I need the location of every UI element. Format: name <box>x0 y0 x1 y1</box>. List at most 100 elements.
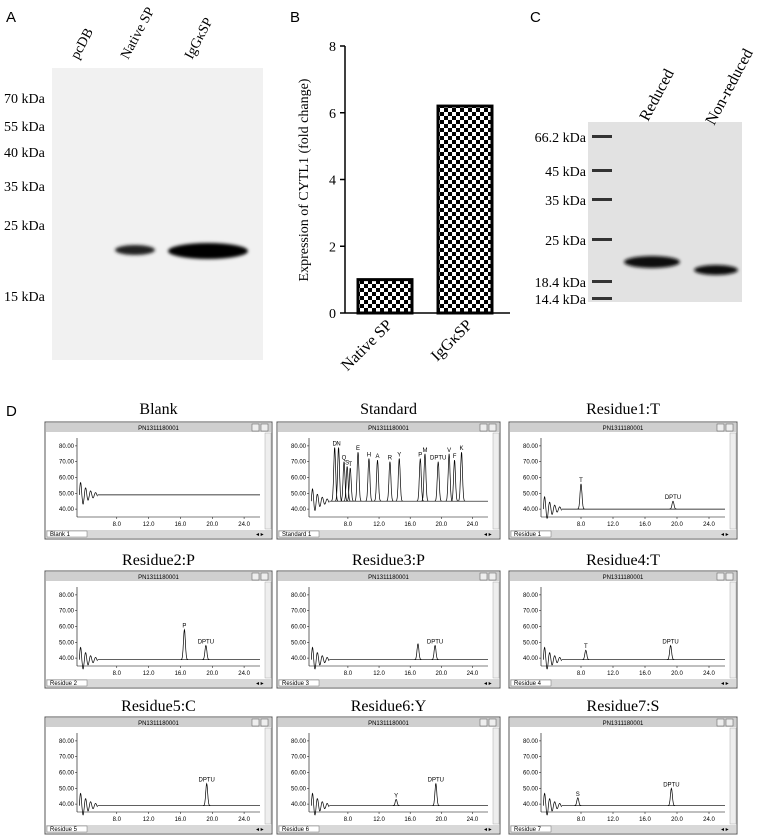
x-tick-label: 12.0 <box>607 817 619 823</box>
panel-letter: C <box>530 9 541 26</box>
peak-label: DPTU <box>427 639 443 645</box>
footer-label: Residue 5 <box>50 827 78 833</box>
y-tick-label: 70.00 <box>291 460 307 466</box>
y-tick-label: 60.00 <box>59 625 75 631</box>
x-tick-label: 12.0 <box>373 817 385 823</box>
peak <box>669 500 677 510</box>
peak <box>421 453 429 502</box>
peak <box>365 458 373 502</box>
scrollbar <box>492 581 500 679</box>
lane-label: Non-reduced <box>703 46 757 128</box>
y-tick-label: 80.00 <box>523 739 539 745</box>
window-button <box>488 572 497 581</box>
footer-tab <box>278 825 320 833</box>
y-tick-label: 80.00 <box>59 593 75 599</box>
window <box>44 421 273 540</box>
solvent-front <box>79 792 98 816</box>
x-tick-label: 12.0 <box>607 671 619 677</box>
x-tick-label: 16.0 <box>639 817 651 823</box>
peak <box>577 483 585 510</box>
marker-label: 25 kDa <box>4 219 46 234</box>
x-tick-label: 8.0 <box>344 671 353 677</box>
footer-label: Standard 1 <box>282 532 312 538</box>
footer-bar <box>510 825 736 833</box>
scrollbar <box>729 432 737 530</box>
solvent-front <box>543 646 562 670</box>
lane-label: IgGκSP <box>182 15 216 61</box>
y-tick-label: 70.00 <box>59 609 75 615</box>
solvent-front <box>543 495 562 519</box>
peak <box>457 452 466 502</box>
peak-label: DPTU <box>662 639 678 645</box>
peak-label: DPTU <box>430 456 446 462</box>
peak <box>432 782 440 807</box>
marker-label: 25 kDa <box>545 234 587 249</box>
sds-gel <box>588 122 742 302</box>
window <box>276 570 501 689</box>
solvent-front <box>310 792 330 816</box>
x-tick-label: 16.0 <box>639 671 651 677</box>
peak-label: Y <box>394 793 398 799</box>
window-button <box>479 718 488 727</box>
x-tick-label: IgGκSP <box>428 317 476 365</box>
x-tick-label: 20.0 <box>206 817 218 823</box>
ladder-band <box>592 135 612 138</box>
peak <box>431 644 439 661</box>
lane-label: pcDB <box>68 26 97 62</box>
window-button <box>479 572 488 581</box>
marker-label: 35 kDa <box>4 180 46 195</box>
marker-label: 45 kDa <box>545 165 587 180</box>
peak <box>414 643 422 661</box>
y-tick-label: 40.00 <box>291 802 307 808</box>
peak <box>450 460 459 502</box>
x-tick-label: 16.0 <box>175 522 187 528</box>
window-title: PN1311180001 <box>368 426 409 432</box>
x-tick-label: 16.0 <box>639 522 651 528</box>
y-tick-label: 4 <box>329 174 336 189</box>
window-button <box>725 572 734 581</box>
window-button <box>725 423 734 432</box>
x-tick-label: 16.0 <box>404 817 416 823</box>
scrollbar <box>492 727 500 825</box>
y-tick-label: 60.00 <box>291 476 307 482</box>
y-tick-label: 70.00 <box>523 609 539 615</box>
peak-label: DPTU <box>199 778 215 784</box>
peak-label: D <box>333 441 338 447</box>
peak-label: Q <box>342 456 347 462</box>
footer-tab <box>510 825 552 833</box>
blot-band <box>115 245 155 255</box>
y-tick-label: 40.00 <box>59 802 75 808</box>
peak-label: T <box>584 644 588 650</box>
footer-label: Residue 4 <box>514 681 542 687</box>
solvent-front <box>79 646 98 670</box>
scroll-arrows: ◂ ▸ <box>256 532 264 538</box>
footer-bar <box>278 530 499 538</box>
title-bar <box>46 718 271 727</box>
y-tick-label: 80.00 <box>59 739 75 745</box>
y-tick-label: 50.00 <box>291 786 307 792</box>
x-tick-label: 16.0 <box>175 671 187 677</box>
solvent-front <box>543 792 562 816</box>
x-tick-label: 12.0 <box>143 522 155 528</box>
ladder-band <box>592 280 612 283</box>
blot-band <box>168 243 248 259</box>
window <box>276 716 501 835</box>
y-tick-label: 50.00 <box>523 786 539 792</box>
x-tick-label: 20.0 <box>671 522 683 528</box>
x-tick-label: 8.0 <box>113 522 122 528</box>
peak-label: A <box>375 454 379 460</box>
x-tick-label: 24.0 <box>703 671 715 677</box>
marker-label: 15 kDa <box>4 290 46 305</box>
x-tick-label: 24.0 <box>467 671 479 677</box>
title-bar <box>278 423 499 432</box>
footer-label: Residue 6 <box>282 827 310 833</box>
y-tick-label: 50.00 <box>523 491 539 497</box>
y-tick-label: 60.00 <box>523 476 539 482</box>
footer-bar <box>46 530 271 538</box>
window-title: PN1311180001 <box>603 575 644 581</box>
y-tick-label: 8 <box>329 40 336 55</box>
peak-label: E <box>356 446 360 452</box>
footer-label: Blank 1 <box>50 532 71 538</box>
y-tick-label: 40.00 <box>59 656 75 662</box>
